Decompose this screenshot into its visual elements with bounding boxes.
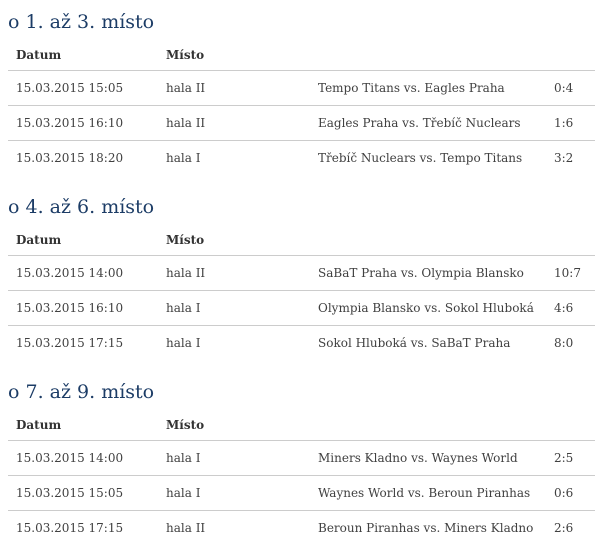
match-score: 0:4 <box>546 71 595 106</box>
match-venue: hala I <box>158 291 310 326</box>
match-score: 0:6 <box>546 476 595 511</box>
match-datetime: 15.03.2015 17:15 <box>8 326 158 361</box>
table-row: 15.03.2015 15:05 hala I Waynes World vs.… <box>8 476 595 511</box>
results-table: Datum Místo 15.03.2015 14:00 hala II SaB… <box>8 225 595 360</box>
column-header-datum: Datum <box>8 410 158 441</box>
match-venue: hala II <box>158 106 310 141</box>
match-venue: hala I <box>158 326 310 361</box>
table-row: 15.03.2015 18:20 hala I Třebíč Nuclears … <box>8 141 595 176</box>
match-teams: Olympia Blansko vs. Sokol Hluboká <box>310 291 546 326</box>
match-score: 4:6 <box>546 291 595 326</box>
column-header-score <box>546 225 595 256</box>
match-datetime: 15.03.2015 15:05 <box>8 476 158 511</box>
column-header-match <box>310 40 546 71</box>
table-row: 15.03.2015 17:15 hala II Beroun Piranhas… <box>8 511 595 545</box>
placement-section: o 1. až 3. místo Datum Místo 15.03.2015 … <box>8 10 595 175</box>
match-venue: hala II <box>158 511 310 545</box>
match-datetime: 15.03.2015 17:15 <box>8 511 158 545</box>
placement-section: o 7. až 9. místo Datum Místo 15.03.2015 … <box>8 380 595 545</box>
table-header-row: Datum Místo <box>8 410 595 441</box>
table-row: 15.03.2015 15:05 hala II Tempo Titans vs… <box>8 71 595 106</box>
results-table: Datum Místo 15.03.2015 15:05 hala II Tem… <box>8 40 595 175</box>
column-header-match <box>310 225 546 256</box>
section-title: o 7. až 9. místo <box>8 380 595 404</box>
results-table-body: 15.03.2015 14:00 hala II SaBaT Praha vs.… <box>8 256 595 361</box>
column-header-match <box>310 410 546 441</box>
match-score: 3:2 <box>546 141 595 176</box>
section-title: o 4. až 6. místo <box>8 195 595 219</box>
match-venue: hala II <box>158 256 310 291</box>
match-teams: Tempo Titans vs. Eagles Praha <box>310 71 546 106</box>
table-row: 15.03.2015 14:00 hala I Miners Kladno vs… <box>8 441 595 476</box>
results-table: Datum Místo 15.03.2015 14:00 hala I Mine… <box>8 410 595 545</box>
table-row: 15.03.2015 16:10 hala I Olympia Blansko … <box>8 291 595 326</box>
table-row: 15.03.2015 16:10 hala II Eagles Praha vs… <box>8 106 595 141</box>
table-row: 15.03.2015 17:15 hala I Sokol Hluboká vs… <box>8 326 595 361</box>
column-header-datum: Datum <box>8 225 158 256</box>
match-datetime: 15.03.2015 15:05 <box>8 71 158 106</box>
column-header-score <box>546 40 595 71</box>
match-teams: Třebíč Nuclears vs. Tempo Titans <box>310 141 546 176</box>
results-table-body: 15.03.2015 14:00 hala I Miners Kladno vs… <box>8 441 595 545</box>
match-datetime: 15.03.2015 16:10 <box>8 291 158 326</box>
section-title: o 1. až 3. místo <box>8 10 595 34</box>
match-score: 10:7 <box>546 256 595 291</box>
match-teams: Eagles Praha vs. Třebíč Nuclears <box>310 106 546 141</box>
match-venue: hala I <box>158 141 310 176</box>
match-teams: Miners Kladno vs. Waynes World <box>310 441 546 476</box>
match-score: 1:6 <box>546 106 595 141</box>
table-header-row: Datum Místo <box>8 225 595 256</box>
match-score: 2:5 <box>546 441 595 476</box>
results-table-body: 15.03.2015 15:05 hala II Tempo Titans vs… <box>8 71 595 176</box>
match-venue: hala I <box>158 476 310 511</box>
column-header-datum: Datum <box>8 40 158 71</box>
match-teams: Waynes World vs. Beroun Piranhas <box>310 476 546 511</box>
match-score: 8:0 <box>546 326 595 361</box>
match-teams: SaBaT Praha vs. Olympia Blansko <box>310 256 546 291</box>
placement-section: o 4. až 6. místo Datum Místo 15.03.2015 … <box>8 195 595 360</box>
column-header-score <box>546 410 595 441</box>
match-datetime: 15.03.2015 16:10 <box>8 106 158 141</box>
tournament-results-page: o 1. až 3. místo Datum Místo 15.03.2015 … <box>8 10 595 545</box>
match-datetime: 15.03.2015 14:00 <box>8 256 158 291</box>
match-datetime: 15.03.2015 14:00 <box>8 441 158 476</box>
table-header-row: Datum Místo <box>8 40 595 71</box>
match-datetime: 15.03.2015 18:20 <box>8 141 158 176</box>
column-header-misto: Místo <box>158 40 310 71</box>
column-header-misto: Místo <box>158 225 310 256</box>
table-row: 15.03.2015 14:00 hala II SaBaT Praha vs.… <box>8 256 595 291</box>
match-venue: hala I <box>158 441 310 476</box>
match-score: 2:6 <box>546 511 595 545</box>
column-header-misto: Místo <box>158 410 310 441</box>
match-teams: Beroun Piranhas vs. Miners Kladno <box>310 511 546 545</box>
match-venue: hala II <box>158 71 310 106</box>
match-teams: Sokol Hluboká vs. SaBaT Praha <box>310 326 546 361</box>
